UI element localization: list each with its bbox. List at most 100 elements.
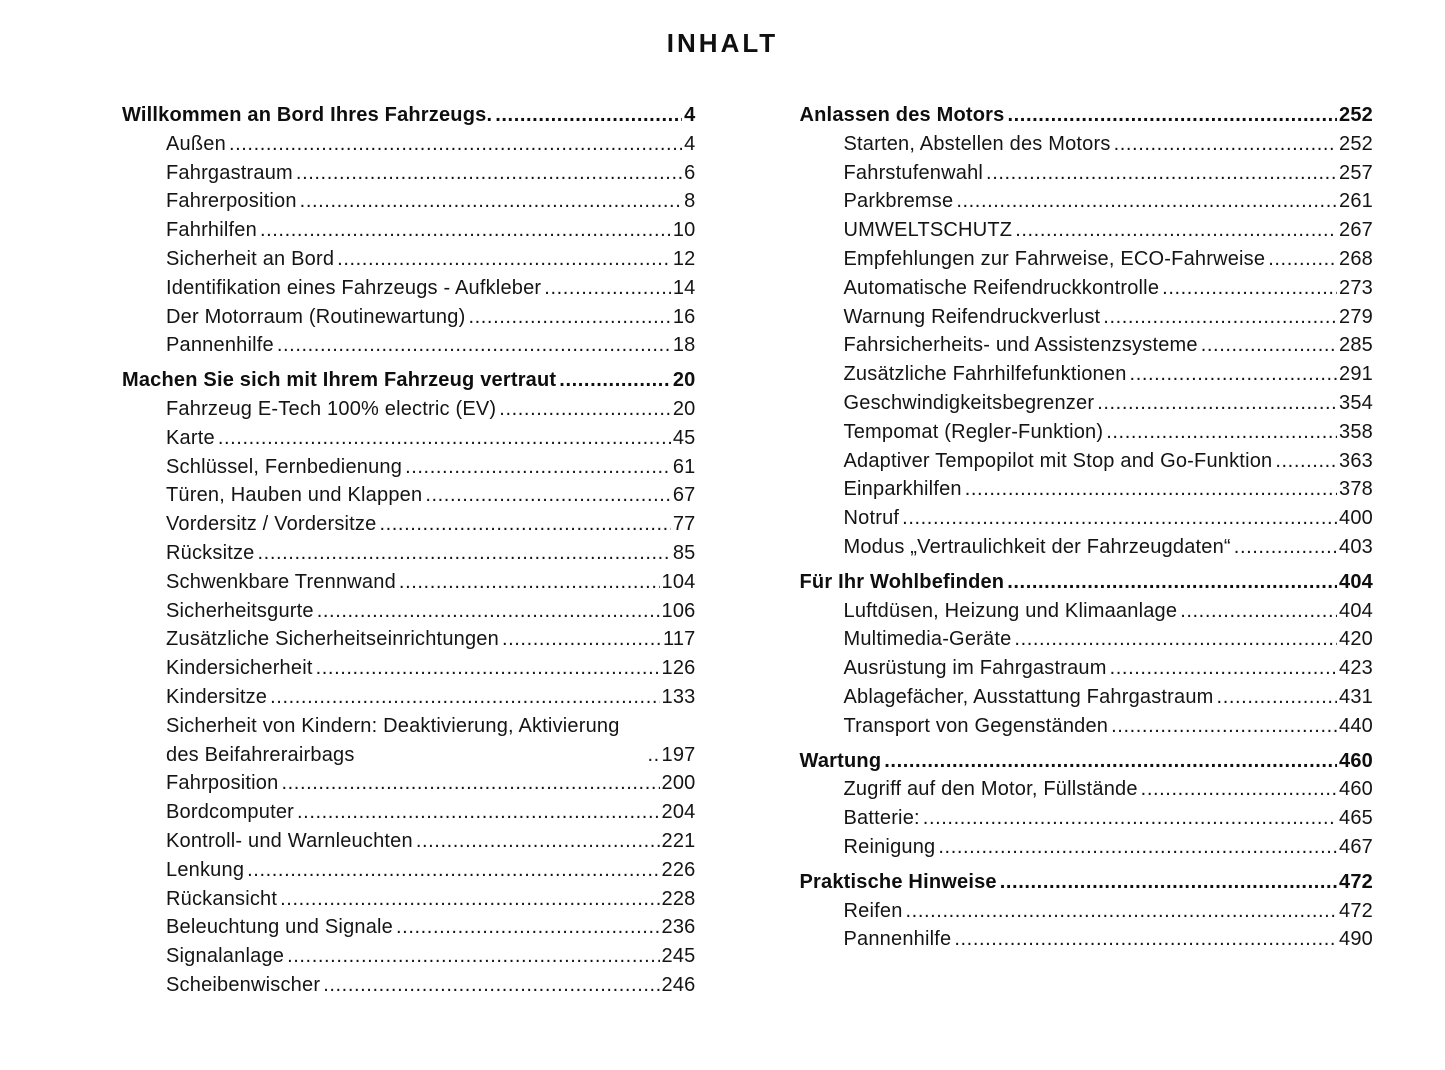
toc-entry[interactable]: Kindersitze 133 — [122, 683, 696, 712]
toc-entry[interactable]: Tempomat (Regler-Funktion) 358 — [800, 418, 1374, 447]
toc-entry[interactable]: Zusätzliche Fahrhilfefunktionen 291 — [800, 360, 1374, 389]
toc-entry[interactable]: Fahrhilfen 10 — [122, 216, 696, 245]
dot-leader — [393, 913, 660, 942]
toc-entry[interactable]: Fahrerposition 8 — [122, 187, 696, 216]
toc-entry[interactable]: Identifikation eines Fahrzeugs - Aufkleb… — [122, 274, 696, 303]
dot-leader — [297, 187, 683, 216]
toc-section-header[interactable]: Anlassen des Motors 252 — [800, 101, 1374, 130]
toc-section-header[interactable]: Willkommen an Bord Ihres Fahrzeugs. 4 — [122, 101, 696, 130]
toc-entry[interactable]: Scheibenwischer 246 — [122, 971, 696, 1000]
toc-section-header[interactable]: Machen Sie sich mit Ihrem Fahrzeug vertr… — [122, 366, 696, 395]
toc-entry[interactable]: Starten, Abstellen des Motors 252 — [800, 130, 1374, 159]
entry-page-number: 245 — [661, 945, 696, 968]
entry-label: Starten, Abstellen des Motors — [843, 132, 1111, 155]
toc-column: Anlassen des Motors 252 Starten, Abstell… — [800, 101, 1374, 1000]
toc-entry[interactable]: Sicherheitsgurte 106 — [122, 597, 696, 626]
toc-entry[interactable]: Fahrgastraum 6 — [122, 159, 696, 188]
toc-entry[interactable]: Reifen 472 — [800, 897, 1374, 926]
toc-entry[interactable]: Pannenhilfe 490 — [800, 925, 1374, 954]
toc-entry[interactable]: Fahrposition 200 — [122, 769, 696, 798]
toc-section-header[interactable]: Für Ihr Wohlbefinden 404 — [800, 568, 1374, 597]
toc-entry[interactable]: Zugriff auf den Motor, Füllstände 460 — [800, 775, 1374, 804]
dot-leader — [267, 683, 659, 712]
toc-entry[interactable]: Rückansicht 228 — [122, 885, 696, 914]
toc-entry[interactable]: Kindersicherheit 126 — [122, 654, 696, 683]
toc-entry[interactable]: Adaptiver Tempopilot mit Stop and Go-Fun… — [800, 447, 1374, 476]
toc-entry[interactable]: Ausrüstung im Fahrgastraum 423 — [800, 654, 1374, 683]
toc-entry[interactable]: Fahrstufenwahl 257 — [800, 159, 1374, 188]
toc-entry[interactable]: Fahrzeug E-Tech 100% electric (EV) 20 — [122, 395, 696, 424]
entry-page-number: 273 — [1339, 276, 1373, 299]
toc-section-header[interactable]: Praktische Hinweise 472 — [800, 868, 1374, 897]
entry-label: UMWELTSCHUTZ — [843, 219, 1013, 242]
dot-leader — [983, 159, 1337, 188]
section-title: Machen Sie sich mit Ihrem Fahrzeug vertr… — [122, 369, 557, 392]
entry-page-number: 472 — [1339, 899, 1373, 922]
entry-label: Reifen — [843, 899, 903, 922]
dot-leader — [422, 481, 671, 510]
dot-leader — [645, 741, 660, 770]
dot-leader — [1107, 654, 1337, 683]
toc-entry[interactable]: Reinigung 467 — [800, 833, 1374, 862]
entry-page-number: 440 — [1339, 714, 1373, 737]
toc-entry[interactable]: Der Motorraum (Routinewartung) 16 — [122, 303, 696, 332]
entry-page-number: 404 — [1339, 599, 1373, 622]
entry-label: Empfehlungen zur Fahrweise, ECO-Fahrweis… — [843, 247, 1266, 270]
entry-page-number: 279 — [1339, 305, 1373, 328]
entry-page-number: 133 — [661, 685, 696, 708]
dot-leader — [1265, 245, 1337, 274]
dot-leader — [215, 424, 671, 453]
toc-entry[interactable]: Außen 4 — [122, 130, 696, 159]
toc-items: Fahrzeug E-Tech 100% electric (EV) 20 Ka… — [122, 395, 696, 1000]
toc-entry[interactable]: Sicherheit von Kindern: Deaktivierung, A… — [122, 712, 696, 770]
toc-entry[interactable]: Zusätzliche Sicherheitseinrichtungen 117 — [122, 625, 696, 654]
toc-entry[interactable]: Kontroll- und Warnleuchten 221 — [122, 827, 696, 856]
toc-entry[interactable]: Türen, Hauben und Klappen 67 — [122, 481, 696, 510]
entry-label: Bordcomputer — [166, 801, 295, 824]
entry-label: Schlüssel, Fernbedienung — [166, 455, 403, 478]
toc-entry[interactable]: Sicherheit an Bord 12 — [122, 245, 696, 274]
toc-entry[interactable]: Luftdüsen, Heizung und Klimaanlage 404 — [800, 597, 1374, 626]
toc-entry[interactable]: Lenkung 226 — [122, 856, 696, 885]
entry-label: Sicherheit an Bord — [166, 247, 335, 270]
entry-label: Fahrposition — [166, 772, 279, 795]
toc-entry[interactable]: Warnung Reifendruckverlust 279 — [800, 303, 1374, 332]
entry-label: Pannenhilfe — [166, 334, 274, 357]
toc-entry[interactable]: Fahrsicherheits- und Assistenzsysteme 28… — [800, 331, 1374, 360]
dot-leader — [1108, 712, 1337, 741]
toc-entry[interactable]: Einparkhilfen 378 — [800, 475, 1374, 504]
toc-entry[interactable]: Empfehlungen zur Fahrweise, ECO-Fahrweis… — [800, 245, 1374, 274]
toc-section-header[interactable]: Wartung 460 — [800, 747, 1374, 776]
toc-entry[interactable]: Transport von Gegenständen 440 — [800, 712, 1374, 741]
toc-entry[interactable]: Rücksitze 85 — [122, 539, 696, 568]
entry-label: Rückansicht — [166, 887, 278, 910]
entry-label: Sicherheit von Kindern: Deaktivierung, A… — [166, 714, 620, 766]
toc-entry[interactable]: Multimedia-Geräte 420 — [800, 625, 1374, 654]
toc-entry[interactable]: Pannenhilfe 18 — [122, 331, 696, 360]
toc-entry[interactable]: Schlüssel, Fernbedienung 61 — [122, 453, 696, 482]
entry-page-number: 257 — [1339, 161, 1373, 184]
dot-leader — [1138, 775, 1337, 804]
dot-leader — [1012, 216, 1337, 245]
entry-page-number: 106 — [661, 599, 696, 622]
toc-entry[interactable]: Bordcomputer 204 — [122, 798, 696, 827]
toc-entry[interactable]: Vordersitz / Vordersitze 77 — [122, 510, 696, 539]
toc-entry[interactable]: Notruf 400 — [800, 504, 1374, 533]
toc-entry[interactable]: Beleuchtung und Signale 236 — [122, 913, 696, 942]
toc-items: Starten, Abstellen des Motors 252 Fahrst… — [800, 130, 1374, 562]
toc-entry[interactable]: UMWELTSCHUTZ 267 — [800, 216, 1374, 245]
toc-section: Machen Sie sich mit Ihrem Fahrzeug vertr… — [122, 366, 696, 1000]
toc-entry[interactable]: Signalanlage 245 — [122, 942, 696, 971]
toc-entry[interactable]: Modus „Vertraulichkeit der Fahrzeugdaten… — [800, 533, 1374, 562]
toc-entry[interactable]: Batterie: 465 — [800, 804, 1374, 833]
entry-page-number: 403 — [1339, 535, 1373, 558]
toc-entry[interactable]: Parkbremse 261 — [800, 187, 1374, 216]
entry-page-number: 261 — [1339, 190, 1373, 213]
toc-entry[interactable]: Schwenkbare Trennwand 104 — [122, 568, 696, 597]
toc-entry[interactable]: Karte 45 — [122, 424, 696, 453]
toc-entry[interactable]: Automatische Reifendruckkontrolle 273 — [800, 274, 1374, 303]
entry-page-number: 431 — [1339, 685, 1373, 708]
toc-entry[interactable]: Geschwindigkeitsbegrenzer 354 — [800, 389, 1374, 418]
dot-leader — [413, 827, 660, 856]
toc-entry[interactable]: Ablagefächer, Ausstattung Fahrgastraum 4… — [800, 683, 1374, 712]
